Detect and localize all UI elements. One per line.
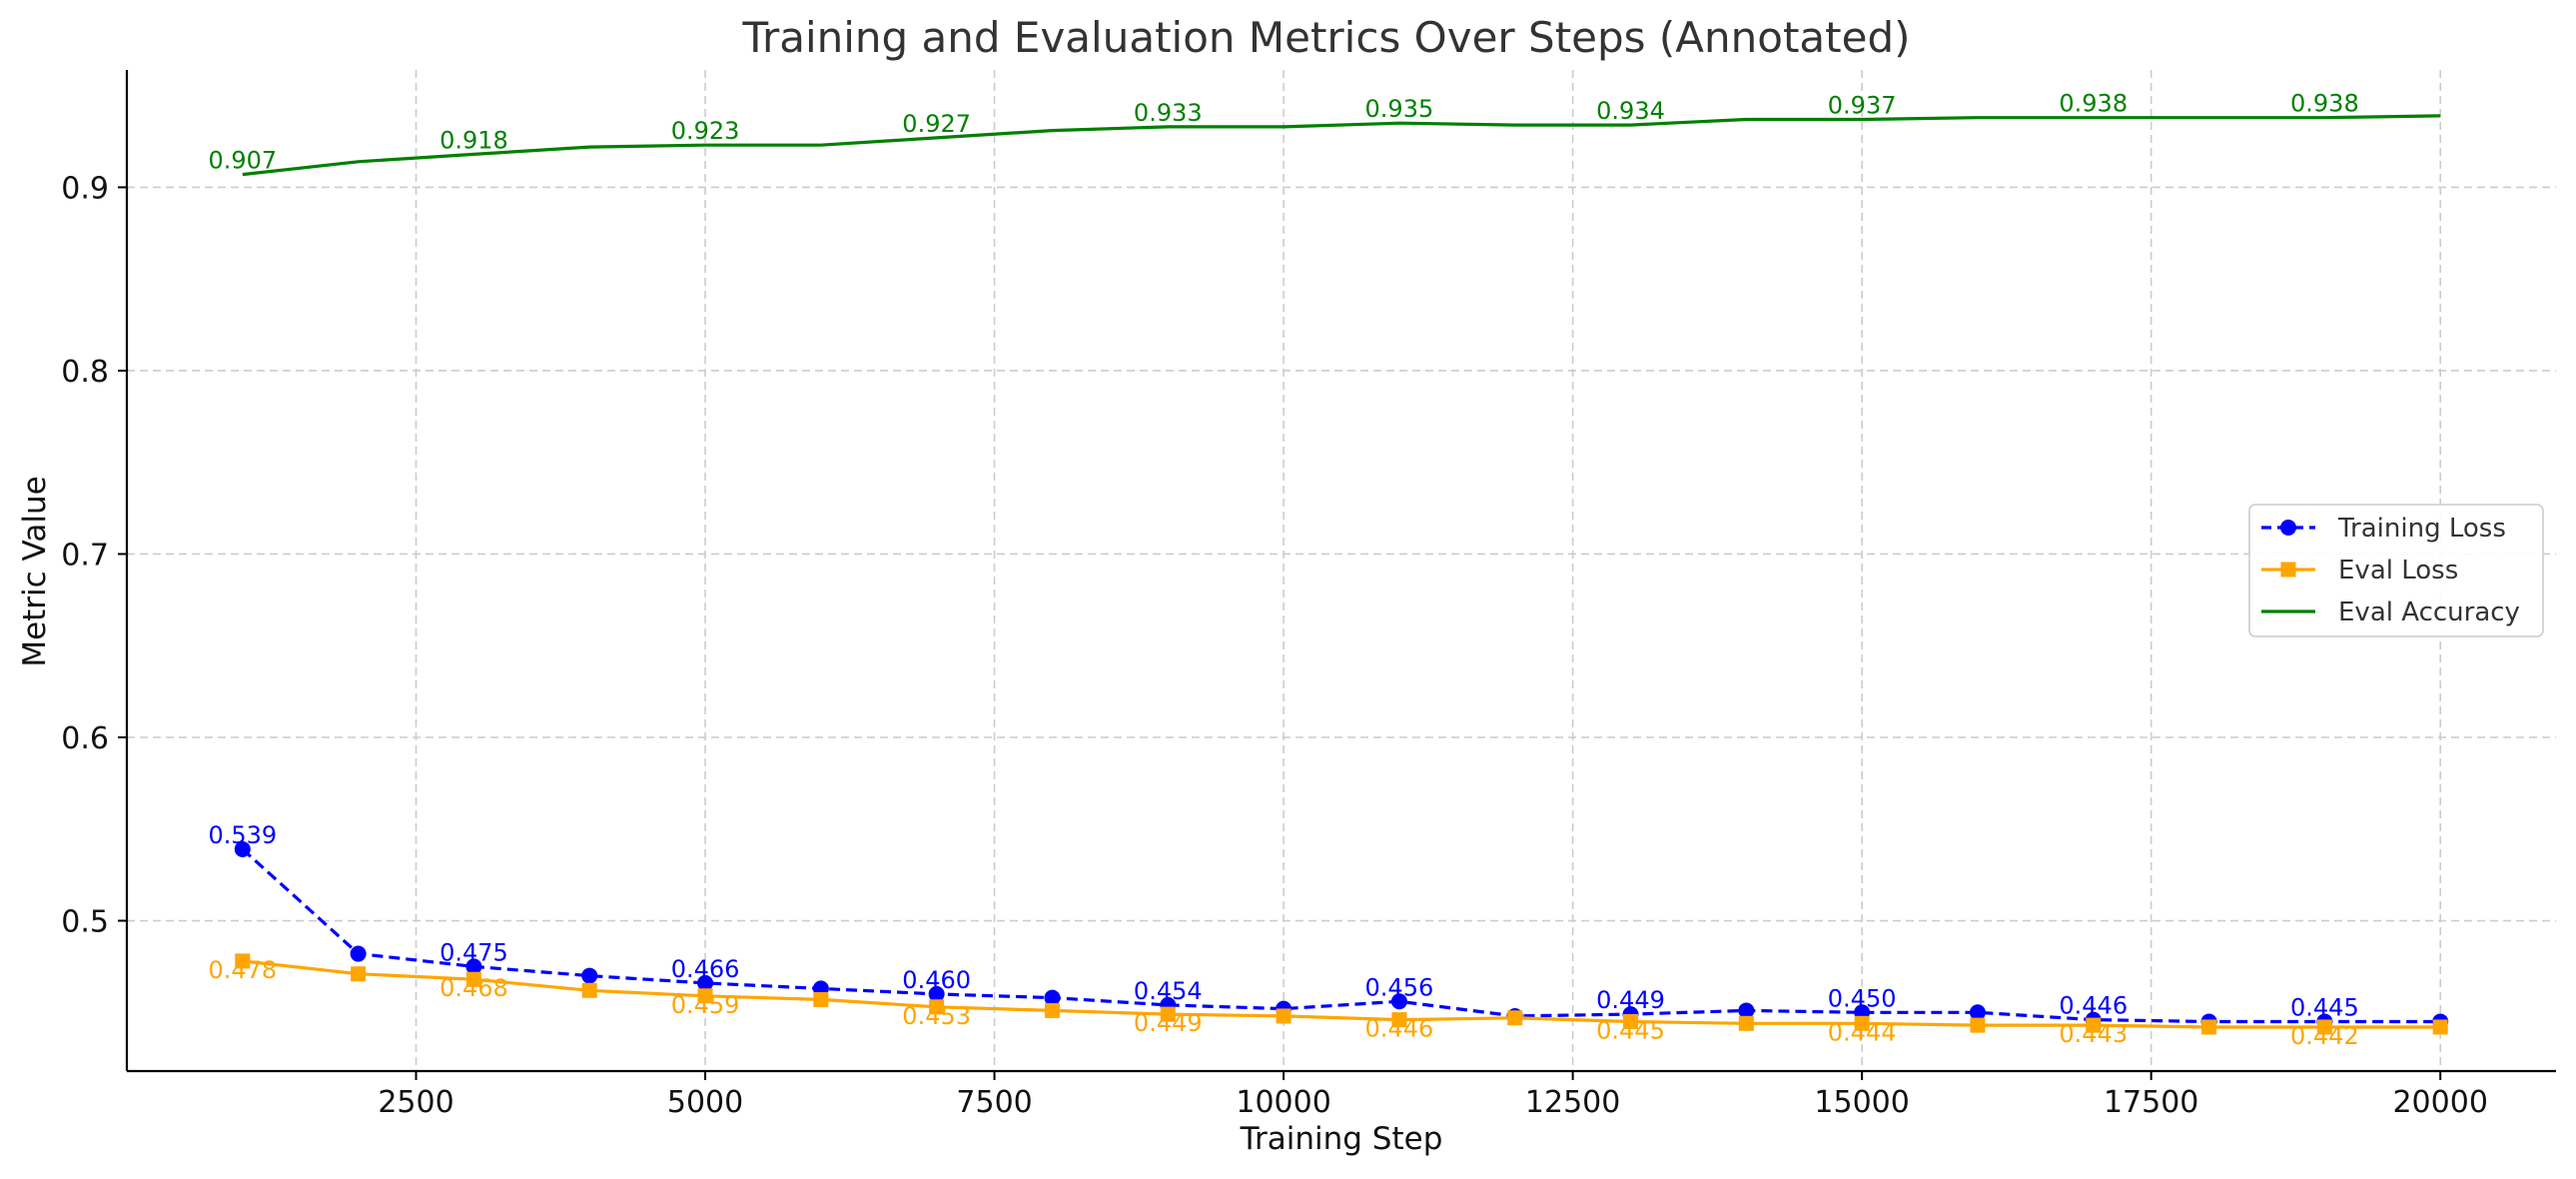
eval-loss-point bbox=[235, 953, 251, 969]
eval-loss-point bbox=[2432, 1019, 2448, 1035]
x-tick-label: 15000 bbox=[1814, 1085, 1909, 1120]
training-loss-data-label: 0.446 bbox=[2059, 992, 2128, 1020]
eval-loss-point bbox=[465, 971, 481, 987]
legend-item-training-loss: Training Loss bbox=[2261, 514, 2506, 544]
eval-loss-data-label: 0.442 bbox=[2290, 1022, 2359, 1050]
legend-label-training-loss: Training Loss bbox=[2337, 514, 2506, 544]
eval-accuracy-series bbox=[242, 114, 2441, 177]
eval-accuracy-data-label: 0.938 bbox=[2290, 90, 2359, 118]
eval-accuracy-data-label: 0.907 bbox=[208, 147, 277, 175]
eval-loss-point bbox=[1854, 1015, 1870, 1031]
eval-accuracy-data-label: 0.935 bbox=[1365, 95, 1434, 123]
training-loss-data-label: 0.445 bbox=[2290, 993, 2359, 1021]
training-loss-data-label: 0.454 bbox=[1134, 977, 1203, 1005]
y-tick-label: 0.9 bbox=[61, 171, 109, 206]
eval-loss-data-label: 0.478 bbox=[208, 956, 277, 984]
legend-marker-eval-loss bbox=[2280, 562, 2296, 578]
legend-item-eval-loss: Eval Loss bbox=[2261, 556, 2458, 586]
eval-accuracy-data-label: 0.938 bbox=[2059, 90, 2128, 118]
x-tick-label: 20000 bbox=[2392, 1085, 2487, 1120]
legend-label-eval-loss: Eval Loss bbox=[2338, 556, 2458, 586]
training-loss-point bbox=[697, 974, 714, 991]
eval-loss-point bbox=[351, 966, 367, 982]
eval-loss-point bbox=[2201, 1019, 2217, 1035]
eval-loss-point bbox=[697, 988, 713, 1004]
training-loss-point bbox=[1969, 1004, 1986, 1021]
training-loss-point bbox=[350, 945, 367, 962]
eval-accuracy-data-label: 0.933 bbox=[1134, 99, 1203, 127]
chart-title: Training and Evaluation Metrics Over Ste… bbox=[741, 13, 1910, 62]
tick-labels: 2500 5000 7500 10000 12500 15000 17500 20000 0.5… bbox=[61, 171, 2488, 1120]
legend-marker-training-loss bbox=[2280, 520, 2296, 536]
eval-loss-point bbox=[1160, 1006, 1176, 1022]
series-layer bbox=[234, 114, 2449, 1035]
eval-accuracy-data-label: 0.937 bbox=[1828, 92, 1897, 120]
eval-loss-point bbox=[1970, 1017, 1986, 1033]
eval-accuracy-data-label: 0.934 bbox=[1596, 97, 1665, 125]
legend-box bbox=[2248, 504, 2544, 637]
legend-item-eval-accuracy: Eval Accuracy bbox=[2261, 597, 2520, 627]
training-loss-data-label: 0.449 bbox=[1596, 986, 1665, 1014]
eval-loss-point bbox=[813, 991, 829, 1007]
x-tick-label: 2500 bbox=[378, 1085, 453, 1120]
eval-loss-line bbox=[242, 959, 2441, 1029]
training-loss-point bbox=[928, 985, 945, 1002]
eval-loss-data-label: 0.453 bbox=[902, 1002, 971, 1030]
grid-layer bbox=[127, 70, 2556, 1071]
legend-label-eval-accuracy: Eval Accuracy bbox=[2338, 597, 2520, 627]
eval-loss-point bbox=[1391, 1012, 1407, 1028]
training-loss-point bbox=[234, 840, 251, 857]
eval-loss-point bbox=[1276, 1008, 1291, 1024]
training-loss-point bbox=[1390, 993, 1407, 1010]
eval-loss-data-label: 0.444 bbox=[1828, 1018, 1897, 1046]
axes-layer bbox=[118, 70, 2556, 1080]
training-loss-point bbox=[1738, 1002, 1755, 1019]
eval-accuracy-data-label: 0.923 bbox=[671, 117, 740, 145]
training-loss-data-label: 0.450 bbox=[1828, 984, 1897, 1012]
legend: Training Loss Eval Loss Eval Accuracy bbox=[2248, 504, 2544, 637]
training-loss-line bbox=[241, 847, 2441, 1024]
eval-loss-point bbox=[1044, 1002, 1060, 1018]
eval-loss-data-label: 0.445 bbox=[1596, 1016, 1665, 1044]
training-loss-point bbox=[465, 958, 482, 975]
eval-loss-data-label: 0.459 bbox=[671, 991, 740, 1019]
training-loss-data-label: 0.460 bbox=[902, 966, 971, 994]
eval-loss-point bbox=[1507, 1010, 1523, 1026]
eval-loss-point bbox=[2086, 1017, 2102, 1033]
x-tick-label: 7500 bbox=[956, 1085, 1032, 1120]
x-tick-label: 12500 bbox=[1525, 1085, 1620, 1120]
eval-loss-point bbox=[929, 999, 945, 1015]
eval-loss-point bbox=[581, 982, 597, 998]
eval-loss-point bbox=[1623, 1013, 1639, 1029]
eval-loss-data-label: 0.468 bbox=[439, 974, 508, 1002]
training-loss-point bbox=[1044, 989, 1061, 1006]
y-tick-label: 0.8 bbox=[61, 355, 109, 390]
y-tick-label: 0.6 bbox=[61, 721, 109, 756]
x-tick-label: 5000 bbox=[667, 1085, 743, 1120]
training-loss-data-label: 0.539 bbox=[208, 821, 277, 849]
y-tick-label: 0.7 bbox=[61, 538, 109, 573]
training-loss-point bbox=[581, 967, 598, 984]
eval-accuracy-data-label: 0.927 bbox=[902, 110, 971, 138]
training-loss-data-label: 0.466 bbox=[671, 955, 740, 983]
eval-loss-point bbox=[1738, 1015, 1754, 1031]
eval-loss-data-label: 0.443 bbox=[2059, 1020, 2128, 1048]
training-loss-data-label: 0.456 bbox=[1365, 973, 1434, 1001]
eval-accuracy-line bbox=[242, 114, 2441, 177]
eval-accuracy-data-label: 0.918 bbox=[439, 126, 508, 154]
y-axis-label: Metric Value bbox=[17, 476, 53, 666]
eval-loss-data-label: 0.446 bbox=[1365, 1015, 1434, 1043]
x-tick-label: 17500 bbox=[2104, 1085, 2198, 1120]
x-axis-label: Training Step bbox=[1240, 1121, 1443, 1157]
x-tick-label: 10000 bbox=[1236, 1085, 1330, 1120]
y-tick-label: 0.5 bbox=[61, 905, 109, 940]
eval-loss-data-label: 0.449 bbox=[1134, 1009, 1203, 1037]
eval-loss-point bbox=[2316, 1019, 2332, 1035]
training-loss-data-label: 0.475 bbox=[439, 938, 508, 966]
eval-loss-series bbox=[235, 953, 2448, 1035]
data-labels: 0.539 0.475 0.466 0.460 0.454 0.456 0.449 0.450… bbox=[208, 90, 2358, 1050]
